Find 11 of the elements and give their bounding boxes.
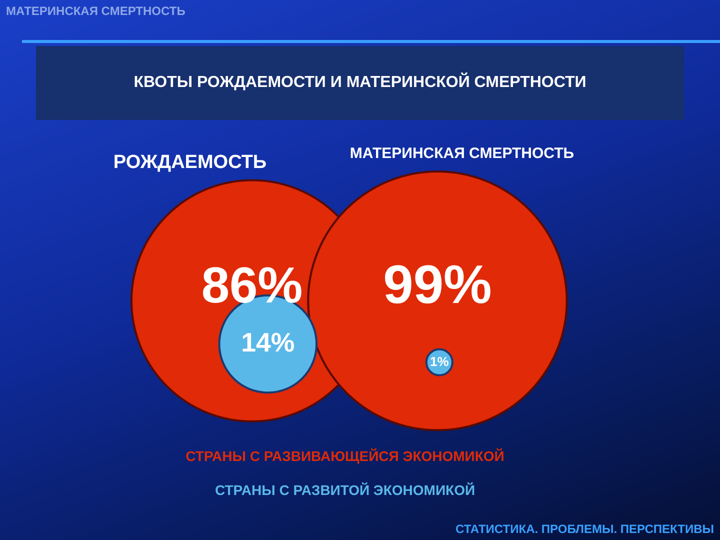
text: СТРАНЫ С РАЗВИТОЙ ЭКОНОМИКОЙ (214, 482, 476, 498)
data-label: 1% (430, 354, 450, 369)
data-label: 86% (201, 256, 303, 314)
text: МАТЕРИНСКАЯ СМЕРТНОСТЬ (6, 4, 186, 18)
text: КВОТЫ РОЖДАЕМОСТИ И МАТЕРИНСКОЙ СМЕРТНОСТИ (134, 74, 586, 92)
text: СТАТИСТИКА. ПРОБЛЕМЫ. ПЕРСПЕКТИВЫ (455, 522, 714, 536)
data-label: 14% (241, 327, 295, 358)
category-label: МАТЕРИНСКАЯ СМЕРТНОСТЬ (348, 145, 576, 162)
category-label: РОЖДАЕМОСТЬ (112, 152, 268, 174)
text: СТРАНЫ С РАЗВИВАЮЩЕЙСЯ ЭКОНОМИКОЙ (184, 448, 506, 464)
data-label: 99% (383, 254, 492, 315)
